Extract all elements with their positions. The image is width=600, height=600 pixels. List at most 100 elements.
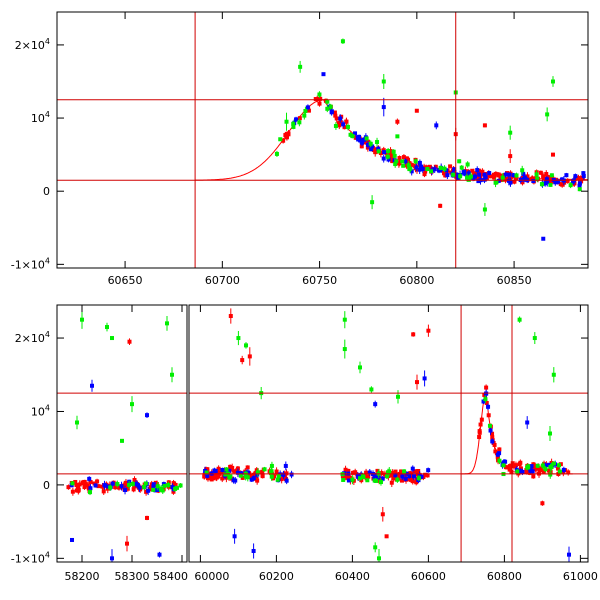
data-point [507,172,512,177]
data-point [481,399,486,404]
y-tick-label: 0 [43,479,50,492]
data-point [353,135,358,140]
data-point [235,468,240,473]
data-point [555,179,560,184]
data-point [228,314,233,319]
data-point [101,489,106,494]
data-point [344,119,349,124]
data-point [144,489,149,494]
data-point [418,164,423,169]
data-point [538,467,543,472]
data-point [377,556,381,561]
data-point [396,472,401,477]
data-point [520,180,525,185]
data-point [365,478,370,483]
data-point [162,483,167,488]
data-point [543,181,548,186]
data-point [399,469,404,474]
data-point [493,449,498,454]
data-point [92,481,97,486]
data-point [240,358,245,363]
data-point [382,150,387,155]
data-point [83,482,88,487]
data-point [557,463,562,468]
data-point [376,146,381,151]
data-point [386,148,391,153]
data-point [364,136,369,141]
data-point [211,476,216,481]
data-point [365,142,370,147]
data-point [508,180,513,185]
data-point [548,464,553,469]
data-point [245,465,250,470]
data-point [82,485,87,490]
data-point [154,482,159,487]
data-point [540,501,545,506]
data-point [442,166,447,171]
data-point [497,458,502,463]
data-point [490,431,495,436]
data-point [343,474,348,479]
data-point [387,469,392,474]
data-point [509,469,514,474]
data-point [477,435,482,440]
data-point [577,187,582,192]
data-point [475,176,480,181]
data-point [493,171,498,176]
data-point [74,483,79,488]
data-point [415,167,420,172]
data-point [527,470,532,475]
data-point [260,473,265,478]
data-point [487,423,492,428]
data-point [302,113,307,118]
y-tick-label: 0 [43,185,50,198]
data-point [497,447,502,452]
data-point [391,476,396,481]
data-point [255,472,260,477]
data-point [123,488,128,493]
data-point [178,483,183,488]
data-point [401,163,406,168]
data-point [274,469,279,474]
data-point [566,470,571,475]
data-point [115,482,120,487]
data-point [510,461,515,466]
data-point [95,479,100,484]
data-point [351,470,356,475]
data-point [375,140,380,145]
data-point [240,475,245,480]
data-point [396,161,401,166]
data-point [568,183,573,188]
x-tick-label: 61000 [563,570,598,583]
data-point [220,467,225,472]
data-point [414,165,419,170]
data-point [550,152,555,157]
data-point [286,132,291,137]
plot-area [66,310,183,562]
data-point [548,472,553,477]
data-point [224,467,229,472]
data-point [205,476,210,481]
data-point [402,469,407,474]
data-point [400,159,405,164]
data-point [279,477,284,482]
data-point [434,123,439,128]
data-point [297,120,302,125]
x-tick-label: 60850 [497,274,532,287]
data-point [381,79,386,84]
data-point [471,171,476,176]
x-tick-label: 60650 [108,274,143,287]
data-point [573,174,578,179]
data-point [541,176,546,181]
data-point [248,473,253,478]
data-point [325,99,330,104]
data-point [477,429,482,434]
data-point [477,172,482,177]
data-point [262,467,267,472]
data-point [529,464,534,469]
data-point [384,534,389,539]
data-point [143,481,148,486]
data-point [492,175,497,180]
data-point [561,467,566,472]
